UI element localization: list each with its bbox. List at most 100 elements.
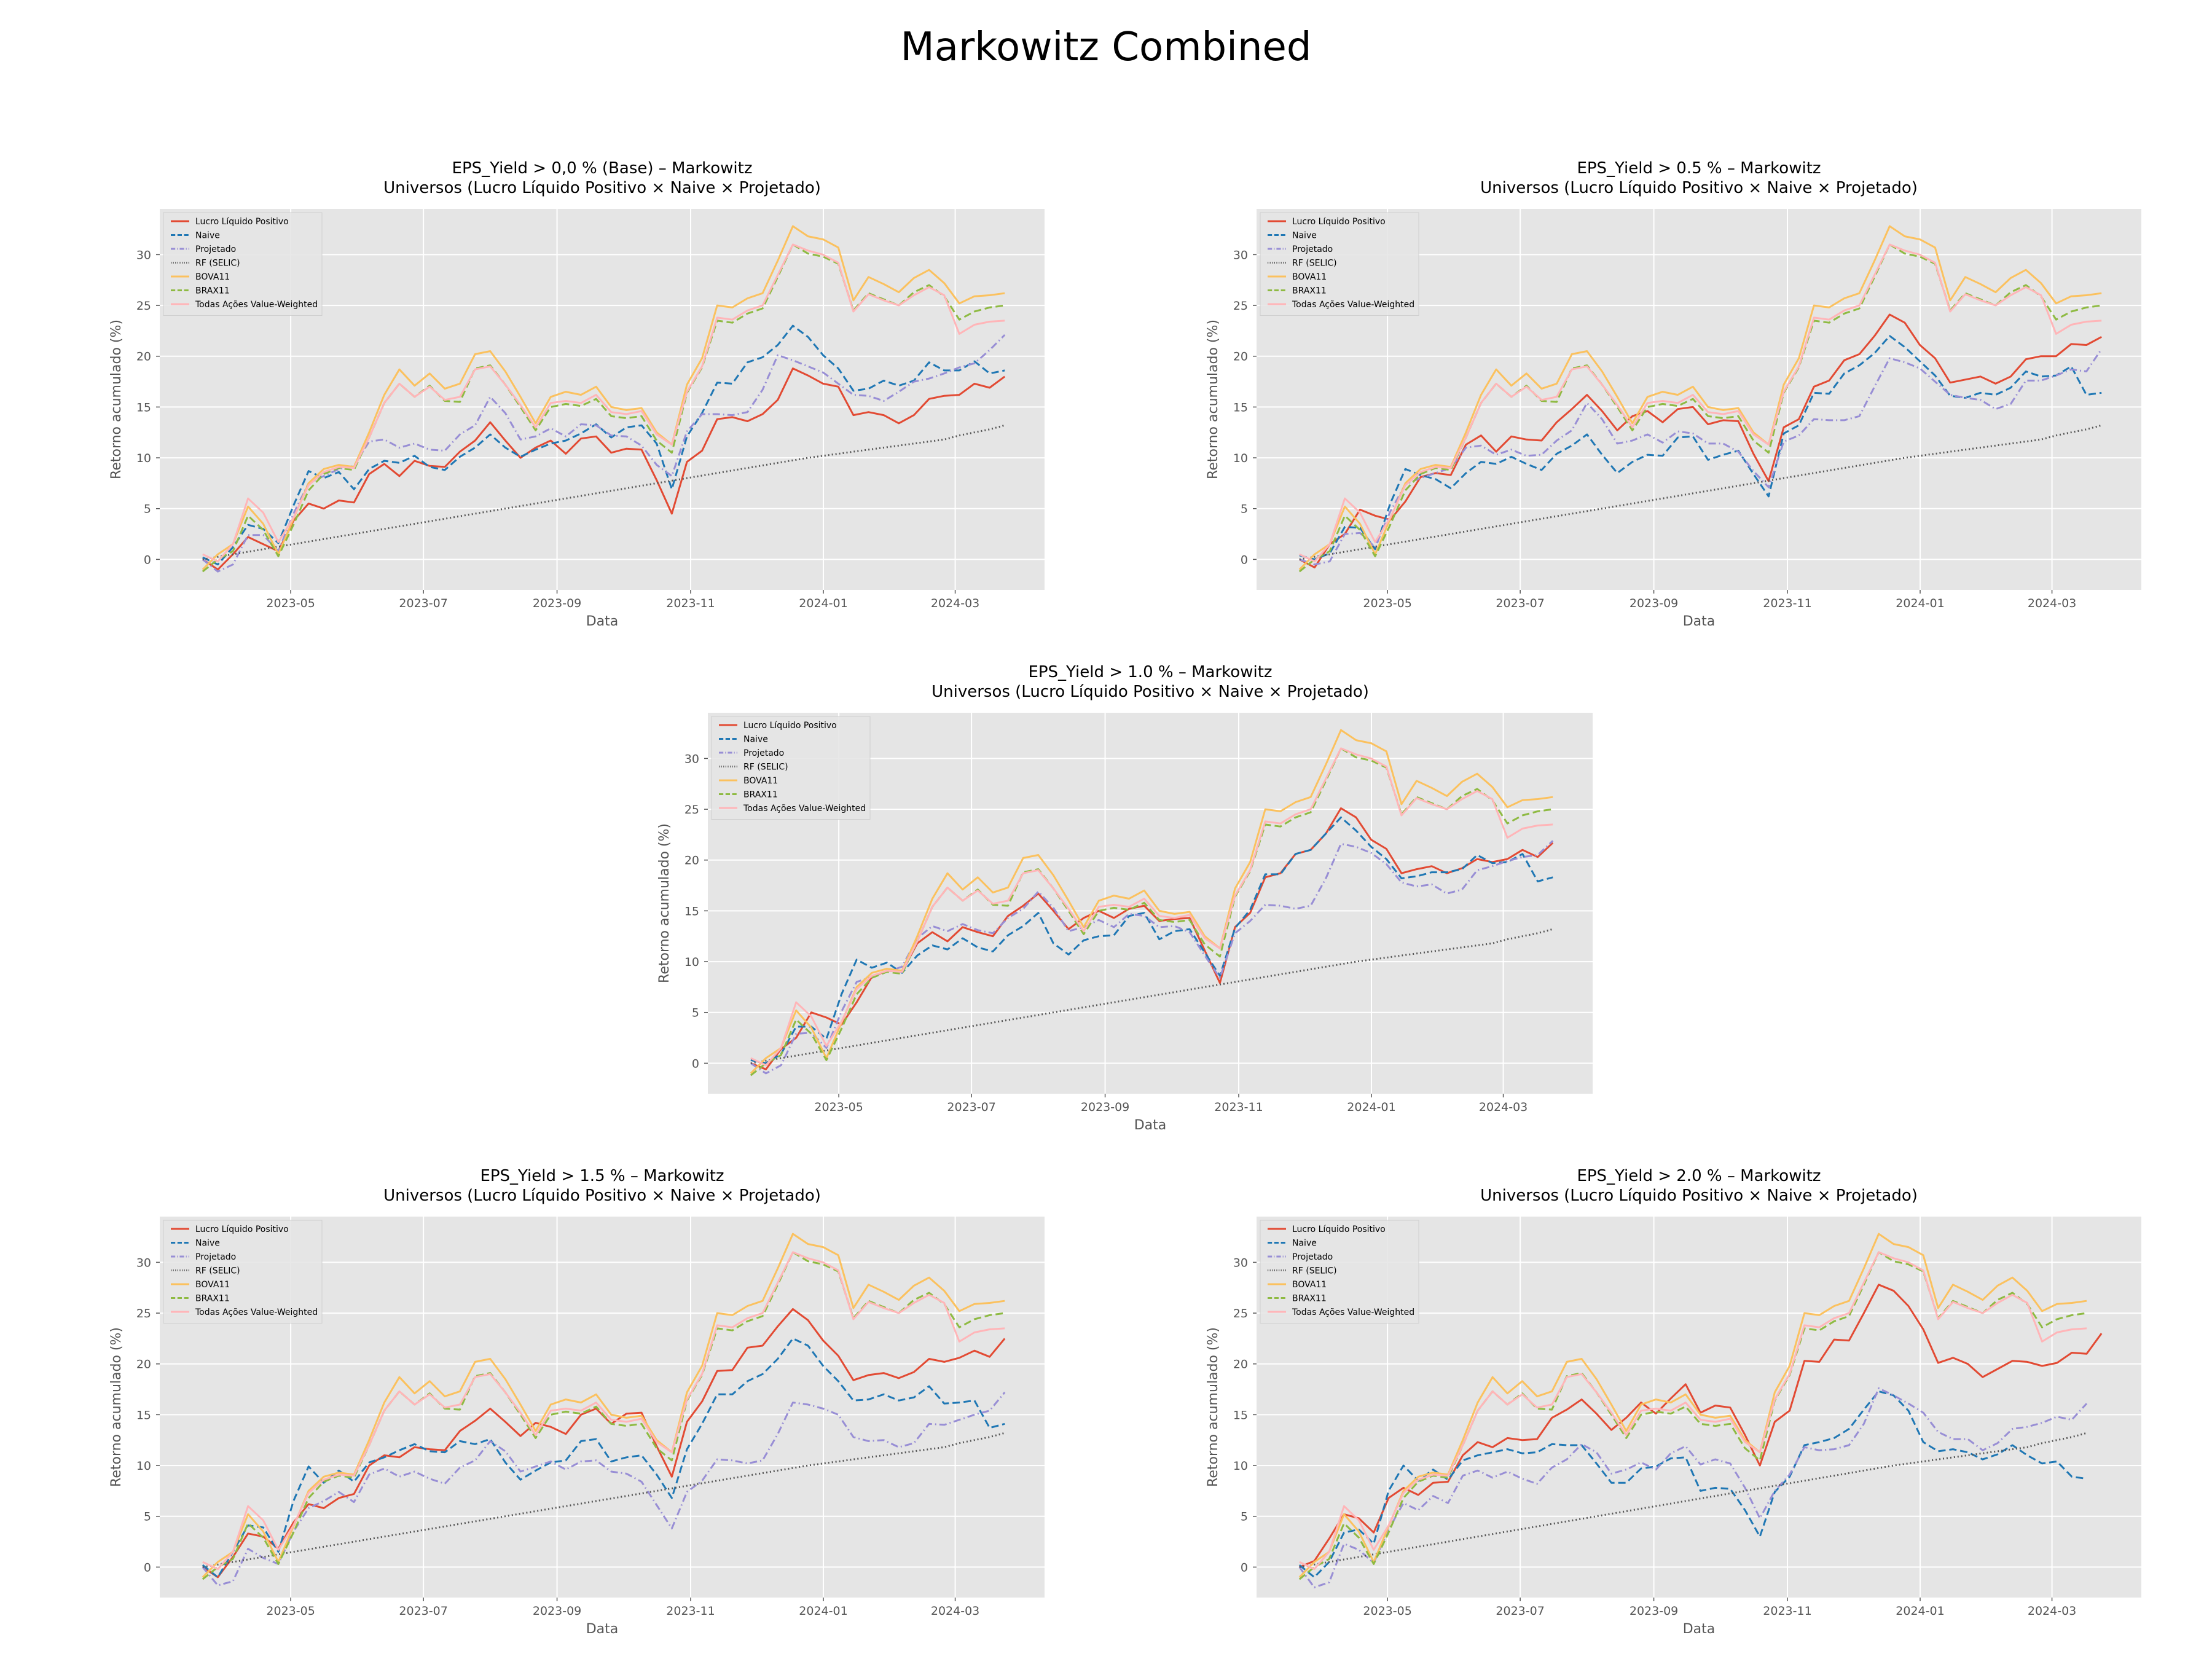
legend-entry: Naive — [1292, 231, 1317, 241]
x-tick-label: 2023-05 — [266, 597, 315, 610]
legend-entry: BOVA11 — [1292, 1280, 1327, 1290]
legend-entry: BOVA11 — [195, 272, 230, 282]
y-tick-label: 10 — [1233, 452, 1248, 465]
y-tick-label: 30 — [684, 752, 699, 766]
chart-panel-eps-1-5: EPS_Yield > 1.5 % – Markowitz Universos (… — [98, 1167, 1045, 1637]
legend-entry: Naive — [195, 231, 220, 241]
legend-entry: Todas Ações Value-Weighted — [195, 300, 318, 310]
series-line-projetado — [202, 1392, 1006, 1586]
x-tick-label: 2024-03 — [931, 597, 979, 610]
y-tick-label: 25 — [1233, 1307, 1248, 1320]
y-tick-label: 0 — [1241, 553, 1248, 567]
x-tick-label: 2024-01 — [799, 1604, 847, 1618]
legend-entry: RF (SELIC) — [743, 763, 788, 772]
y-tick-label: 25 — [136, 1307, 151, 1320]
y-tick-label: 20 — [136, 1358, 151, 1371]
legend-entry: Todas Ações Value-Weighted — [1292, 1308, 1414, 1317]
legend-box — [163, 212, 323, 316]
chart-legend: Lucro Líquido Positivo Naive Projetado RF (… — [1260, 212, 1419, 316]
legend-entry: BRAX11 — [195, 1294, 230, 1304]
series-line-bova11 — [202, 225, 1005, 570]
x-tick-label: 2023-05 — [266, 1604, 315, 1618]
y-tick-label: 15 — [1233, 1408, 1248, 1422]
legend-entry: Lucro Líquido Positivo — [1292, 1225, 1386, 1234]
legend-entry: Naive — [743, 735, 768, 745]
y-axis-label: Retorno acumulado (%) — [109, 1327, 124, 1487]
y-tick-label: 20 — [1233, 1358, 1248, 1371]
series-line-rf-selic — [1299, 1432, 2087, 1568]
series-line-todas-acoes-value-weighted — [1299, 1251, 2087, 1571]
chart-legend: Lucro Líquido Positivo Naive Projetado RF (… — [1260, 1220, 1419, 1324]
legend-entry: Naive — [1292, 1239, 1317, 1249]
y-tick-label: 0 — [1241, 1561, 1248, 1574]
x-tick-label: 2023-09 — [1081, 1100, 1129, 1114]
y-tick-label: 5 — [1241, 1510, 1248, 1524]
x-tick-label: 2023-11 — [1763, 1604, 1811, 1618]
chart-panel-eps-0-5: EPS_Yield > 0.5 % – Markowitz Universos (… — [1195, 159, 2141, 629]
chart-subtitle: Universos (Lucro Líquido Positivo × Naiv… — [383, 179, 821, 197]
series-line-todas-acoes-value-weighted — [202, 1251, 1005, 1571]
series-line-naive — [202, 1337, 1005, 1579]
legend-entry: BRAX11 — [1292, 286, 1327, 296]
legend-entry: BRAX11 — [1292, 1294, 1327, 1304]
chart-legend: Lucro Líquido Positivo Naive Projetado RF (… — [163, 1220, 323, 1324]
y-axis-label: Retorno acumulado (%) — [1206, 320, 1221, 479]
y-tick-label: 30 — [136, 1256, 151, 1269]
y-tick-label: 0 — [144, 553, 151, 567]
legend-entry: BOVA11 — [1292, 272, 1327, 282]
chart-subtitle: Universos (Lucro Líquido Positivo × Naiv… — [383, 1186, 821, 1205]
x-tick-label: 2023-11 — [666, 1604, 715, 1618]
y-axis-label: Retorno acumulado (%) — [109, 320, 124, 479]
x-tick-label: 2023-11 — [1214, 1100, 1263, 1114]
x-axis-label: Data — [1134, 1118, 1167, 1133]
chart-subtitle: Universos (Lucro Líquido Positivo × Naiv… — [931, 683, 1369, 701]
x-tick-label: 2024-01 — [1896, 597, 1944, 610]
chart-subtitle: Universos (Lucro Líquido Positivo × Naiv… — [1480, 1186, 1918, 1205]
x-tick-label: 2023-05 — [1363, 1604, 1411, 1618]
chart-title: EPS_Yield > 0,0 % (Base) – Markowitz — [452, 159, 753, 178]
legend-box — [1260, 212, 1419, 316]
x-axis-label: Data — [1683, 1622, 1716, 1637]
chart-panel-eps-2-0: EPS_Yield > 2.0 % – Markowitz Universos (… — [1195, 1167, 2141, 1637]
y-tick-label: 30 — [1233, 248, 1248, 262]
chart-subtitle: Universos (Lucro Líquido Positivo × Naiv… — [1480, 179, 1918, 197]
y-tick-label: 10 — [1233, 1459, 1248, 1473]
x-tick-label: 2023-09 — [533, 597, 581, 610]
legend-entry: Projetado — [743, 748, 784, 758]
x-tick-label: 2023-09 — [1630, 1604, 1678, 1618]
y-tick-label: 10 — [684, 955, 699, 969]
series-line-brax11 — [1298, 1251, 2087, 1580]
y-tick-label: 20 — [1233, 350, 1248, 364]
x-tick-label: 2023-09 — [533, 1604, 581, 1618]
y-tick-label: 0 — [144, 1561, 151, 1574]
chart-panel-eps-0-0: EPS_Yield > 0,0 % (Base) – Markowitz Univ… — [98, 159, 1045, 629]
series-line-rf-selic — [750, 928, 1553, 1064]
series-line-rf-selic — [202, 424, 1005, 560]
y-tick-label: 30 — [1233, 1256, 1248, 1269]
x-tick-label: 2024-03 — [2028, 1604, 2076, 1618]
legend-box — [711, 716, 871, 820]
y-tick-label: 5 — [1241, 503, 1248, 516]
x-tick-label: 2023-07 — [947, 1100, 995, 1114]
y-tick-label: 0 — [692, 1057, 699, 1070]
series-line-bova11 — [1298, 1233, 2087, 1578]
x-axis-label: Data — [1683, 614, 1716, 629]
y-tick-label: 20 — [684, 854, 699, 868]
series-line-naive — [750, 816, 1553, 1064]
legend-entry: Lucro Líquido Positivo — [1292, 217, 1386, 227]
legend-entry: Projetado — [195, 245, 236, 254]
y-tick-label: 15 — [136, 1408, 151, 1422]
series-line-todas-acoes-value-weighted — [1299, 243, 2102, 563]
series-line-brax11 — [750, 747, 1553, 1077]
series-line-projetado — [202, 334, 1006, 573]
series-line-naive — [1299, 335, 2102, 560]
x-tick-label: 2024-03 — [931, 1604, 979, 1618]
x-tick-label: 2023-07 — [1496, 1604, 1544, 1618]
chart-title: EPS_Yield > 0.5 % – Markowitz — [1577, 159, 1821, 178]
y-tick-label: 10 — [136, 452, 151, 465]
y-tick-label: 5 — [144, 503, 151, 516]
y-tick-label: 10 — [136, 1459, 151, 1473]
